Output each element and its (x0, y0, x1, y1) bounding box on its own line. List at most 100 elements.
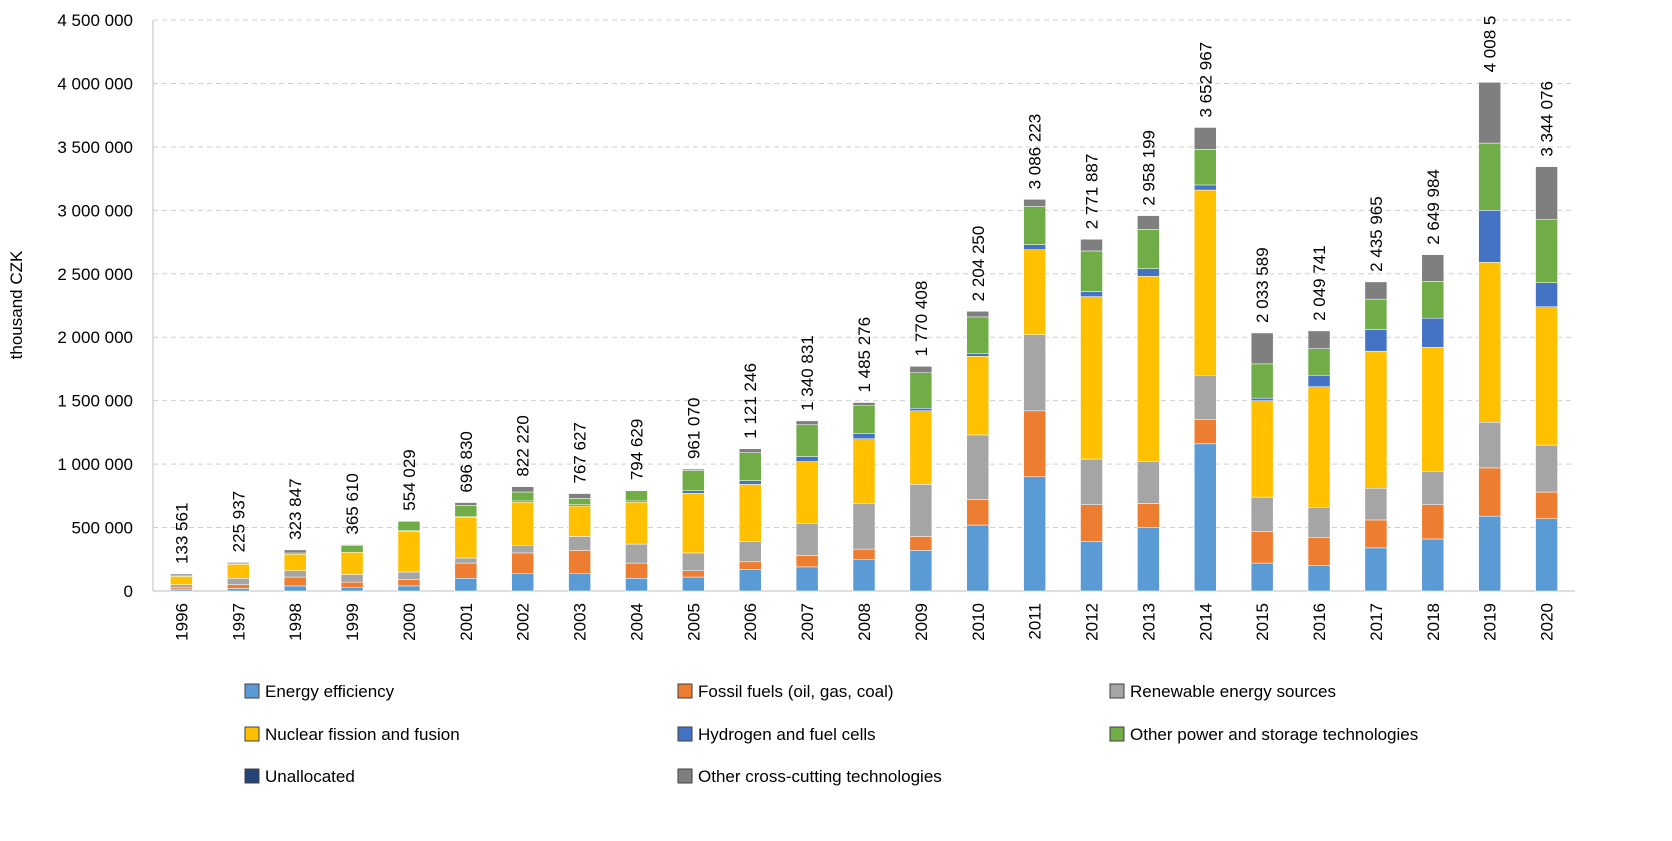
x-tick-label: 2013 (1139, 603, 1158, 641)
x-tick-label: 1999 (343, 603, 362, 641)
bar-segment (1307, 375, 1331, 387)
bar-segment (1194, 443, 1217, 592)
bar-segment (1535, 306, 1558, 446)
bar-segment (283, 585, 307, 592)
bar-segment (1364, 487, 1388, 521)
bar-segment (568, 572, 591, 592)
bar-segment (1478, 262, 1501, 423)
bar-segment (625, 489, 648, 492)
y-tick-label: 1 000 000 (57, 455, 133, 474)
bar-segment (511, 572, 534, 592)
bar-segment (738, 541, 762, 563)
total-label: 133 561 (172, 503, 191, 564)
bar-segment (966, 524, 990, 592)
bar-segment (568, 493, 591, 499)
bar-segment (1364, 350, 1388, 489)
legend-swatch (244, 768, 260, 784)
bar-segment (170, 584, 193, 589)
bar-segment (682, 552, 705, 571)
total-label: 2 771 887 (1083, 154, 1102, 230)
bar-segment (738, 569, 762, 592)
bar-segment (795, 456, 819, 462)
bar-segment (1194, 149, 1217, 186)
bar-segment (454, 505, 478, 518)
legend-label: Hydrogen and fuel cells (698, 725, 876, 744)
total-label: 2 204 250 (969, 226, 988, 302)
bar-segment (397, 571, 421, 580)
x-tick-label: 2006 (741, 603, 760, 641)
bar-segment (1194, 375, 1217, 420)
bar-segment (283, 570, 307, 578)
bar-segment (852, 503, 876, 550)
bar-segment (682, 468, 705, 471)
bar-segment (170, 573, 193, 577)
bar-segment (966, 434, 990, 500)
bar-segment (1194, 419, 1217, 445)
bar-segment (397, 585, 421, 592)
total-label: 365 610 (343, 473, 362, 534)
bar-segment (283, 549, 307, 554)
bar-segment (1080, 296, 1103, 460)
legend-swatch (244, 683, 260, 699)
bar-segment (738, 484, 762, 542)
total-label: 1 485 276 (855, 317, 874, 393)
bar-segment (1535, 166, 1558, 220)
total-label: 4 008 5 (1481, 16, 1500, 73)
x-tick-label: 2015 (1253, 603, 1272, 641)
total-label: 2 033 589 (1253, 247, 1272, 323)
bar-segment (966, 316, 990, 354)
bar-segment (1364, 547, 1388, 592)
bar-segment (1250, 400, 1274, 498)
bar-segment (227, 564, 250, 579)
bar-segment (909, 372, 933, 409)
y-tick-label: 2 500 000 (57, 265, 133, 284)
legend-label: Nuclear fission and fusion (265, 725, 460, 744)
total-label: 3 652 967 (1196, 42, 1215, 118)
y-tick-label: 500 000 (72, 519, 133, 538)
bar-segment (170, 587, 193, 590)
total-label: 822 220 (514, 415, 533, 476)
bar-segment (1137, 215, 1160, 230)
bar-segment (1307, 348, 1331, 376)
bar-segment (1478, 515, 1501, 592)
bar-segment (1421, 471, 1445, 505)
bar-segment (625, 578, 648, 592)
bar-segment (454, 557, 478, 564)
legend-swatch (1109, 726, 1125, 742)
bar-segment (1250, 397, 1274, 401)
total-label: 767 627 (571, 422, 590, 483)
bar-segment (454, 517, 478, 559)
bar-segment (1023, 199, 1046, 207)
bar-segment (909, 484, 933, 537)
bar-segment (340, 552, 364, 575)
x-tick-label: 2005 (684, 603, 703, 641)
x-tick-label: 2009 (912, 603, 931, 641)
bar-segment (397, 521, 421, 531)
bar-segment (682, 570, 705, 578)
bar-segment (1364, 281, 1388, 300)
bar-segment (568, 498, 591, 505)
bar-segment (1535, 218, 1558, 283)
legend-swatch (677, 683, 693, 699)
total-label: 3 086 223 (1026, 114, 1045, 190)
bar-segment (1250, 496, 1274, 532)
bar-segment (568, 536, 591, 551)
bar-segment (1307, 537, 1331, 566)
bar-segment (511, 501, 534, 546)
bar-segment (568, 505, 591, 537)
bar-segment (1023, 206, 1046, 245)
bar-segment (795, 555, 819, 568)
bar-segment (909, 410, 933, 485)
bar-segment (340, 574, 364, 583)
bar-segment (738, 448, 762, 453)
x-tick-label: 1997 (229, 603, 248, 641)
bar-segment (852, 548, 876, 560)
bar-segment (340, 544, 364, 546)
total-label: 2 049 741 (1310, 245, 1329, 321)
bar-segment (1023, 249, 1046, 335)
legend-label: Fossil fuels (oil, gas, coal) (698, 682, 894, 701)
bar-segment (625, 562, 648, 579)
total-label: 794 629 (627, 419, 646, 480)
bar-segment (625, 490, 648, 502)
bar-segment (966, 311, 990, 318)
